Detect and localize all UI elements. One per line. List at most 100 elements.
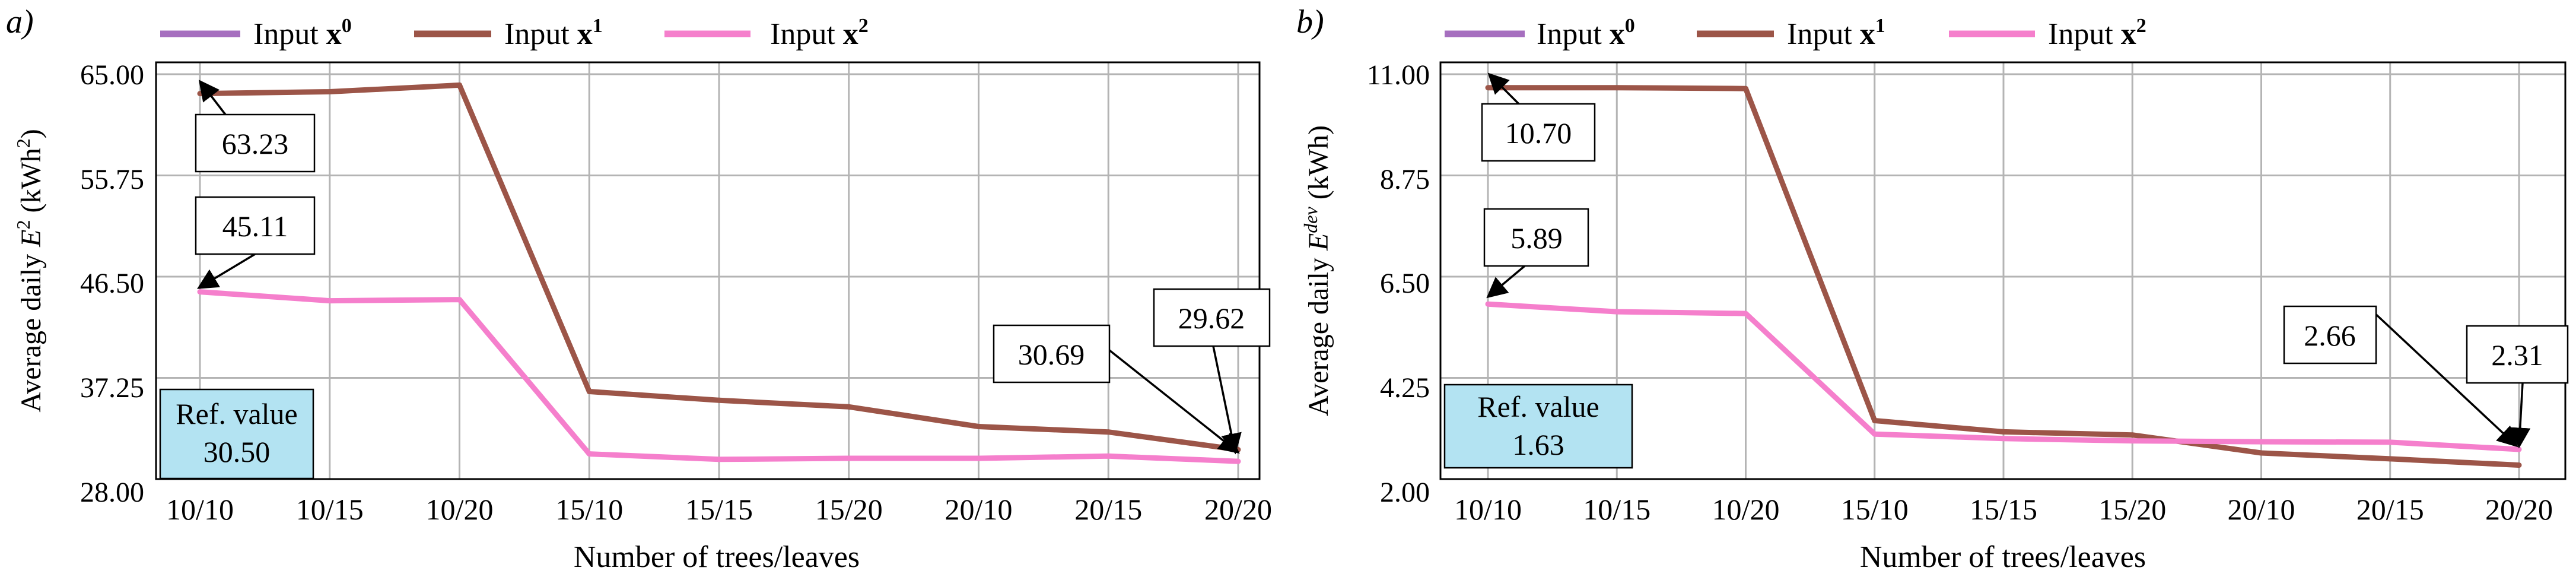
panel-a-xtick-7: 20/15 (1074, 493, 1142, 526)
panel-b-ref-box (1443, 384, 1633, 469)
panel-b-xtick-0: 10/10 (1454, 493, 1522, 526)
panel-a-annot-text-0: 63.23 (222, 127, 289, 160)
panel-a-xtick-8: 20/20 (1204, 493, 1272, 526)
panel-b-annot-text-1: 5.89 (1510, 221, 1563, 255)
panel-b-xtick-2: 10/20 (1712, 493, 1780, 526)
panel-a-point-1-1 (327, 298, 333, 304)
panel-b-point-1-6 (2259, 439, 2264, 445)
panel-b: b) Input x0 Input x1 Input x2 11.00 8.75… (1296, 4, 2569, 574)
panel-b-label: b) (1296, 4, 1324, 40)
panel-b-xtick-8: 20/20 (2485, 493, 2553, 526)
panel-b-point-1-1 (1614, 309, 1620, 315)
panel-b-ytick-3: 4.25 (1380, 372, 1430, 404)
panel-a-point-0-7 (1105, 429, 1111, 435)
panel-a-annot-text-2: 30.69 (1018, 338, 1085, 371)
panel-a-plot-frame (155, 61, 1261, 480)
panel-a-point-1-3 (586, 451, 592, 457)
panel-b-point-1-0 (1485, 301, 1491, 307)
panel-a-grid (156, 62, 1260, 480)
panel-a-x-axis-label: Number of trees/leaves (574, 540, 860, 574)
panel-b-point-0-1 (1614, 85, 1620, 91)
panel-a-annot-arrow-0 (198, 80, 227, 116)
panel-a-ref-label: Ref. value (176, 397, 297, 430)
panel-a-point-0-1 (327, 88, 333, 94)
panel-a-x-ticks: 10/10 10/15 10/20 15/10 15/15 15/20 20/10 20/15… (166, 493, 1272, 526)
panel-b-point-1-3 (1872, 431, 1878, 437)
panel-b-series (1485, 85, 2522, 468)
panel-b-x-axis-label: Number of trees/leaves (1860, 540, 2146, 574)
panel-b-point-1-8 (2516, 446, 2522, 452)
panel-b-annot-arrow-2 (2372, 310, 2518, 448)
panel-b-ref-label: Ref. value (1477, 390, 1599, 423)
panel-a-series (197, 82, 1241, 464)
panel-a-point-1-7 (1105, 453, 1111, 459)
panel-b-point-1-2 (1743, 310, 1748, 316)
panel-b-x-ticks: 10/10 10/15 10/20 15/10 15/15 15/20 20/10 20/15… (1454, 493, 2553, 526)
panel-b-xtick-7: 20/15 (2356, 493, 2424, 526)
panel-a-annot-box-3 (1153, 288, 1271, 347)
panel-a-point-0-5 (846, 404, 852, 410)
panel-b-point-1-4 (2001, 436, 2006, 442)
panel-a-point-0-6 (976, 424, 981, 430)
panel-a-ref-value: 30.50 (203, 435, 271, 468)
panel-b-annot-box-1 (1483, 208, 1589, 267)
panel-b-annotations: 10.70 5.89 2.66 2.31 (1481, 72, 2569, 449)
panel-a-ytick-0: 65.00 (80, 59, 144, 91)
panel-b-annot-text-0: 10.70 (1505, 116, 1572, 150)
panel-b-point-0-4 (2001, 429, 2006, 435)
legend-label-x1-b: Input x1 (1787, 15, 1885, 51)
panel-b-y-axis-label: Average daily Edev (kWh) (1300, 125, 1334, 416)
panel-b-annot-text-3: 2.31 (2491, 338, 2543, 372)
panel-a-xtick-0: 10/10 (166, 493, 234, 526)
panel-a-point-1-6 (976, 455, 981, 461)
panel-b-ref-value: 1.63 (1512, 428, 1564, 461)
panel-b-point-0-2 (1743, 85, 1748, 91)
panel-b-annot-arrow-1 (1486, 265, 1526, 299)
panel-a-xtick-1: 10/15 (296, 493, 364, 526)
panel-b-xtick-1: 10/15 (1583, 493, 1650, 526)
panel-a-ref-box (159, 388, 314, 480)
panel-a-xtick-6: 20/10 (945, 493, 1013, 526)
panel-b-point-0-8 (2516, 462, 2522, 468)
panel-a-annotations: 63.23 45.11 30.69 29.62 (195, 80, 1271, 455)
legend-label-x1: Input x1 (504, 15, 603, 51)
panel-a-annot-text-1: 45.11 (222, 210, 288, 243)
panel-a-ytick-2: 46.50 (80, 268, 144, 299)
panel-a-ytick-1: 55.75 (80, 164, 144, 195)
panel-a-point-1-8 (1235, 458, 1241, 464)
panel-b-annot-box-0 (1481, 103, 1596, 162)
panel-a-annot-arrow-1 (196, 253, 256, 289)
panel-b-point-0-0 (1485, 85, 1491, 91)
legend-label-x0-b: Input x0 (1537, 15, 1635, 51)
panel-b-xtick-6: 20/10 (2228, 493, 2295, 526)
panel-a-xtick-5: 15/20 (815, 493, 883, 526)
panel-b-ytick-0: 11.00 (1367, 59, 1430, 91)
panel-b-annot-text-2: 2.66 (2304, 319, 2356, 352)
panel-b-ytick-2: 6.50 (1380, 268, 1430, 299)
panel-b-point-0-3 (1872, 417, 1878, 423)
panel-a-xtick-3: 15/10 (555, 493, 623, 526)
panel-a-annot-arrow-2 (1108, 349, 1240, 454)
panel-a-point-0-3 (586, 389, 592, 395)
panel-a-point-0-2 (457, 82, 462, 88)
panel-b-point-1-5 (2129, 438, 2135, 444)
panel-a-xtick-2: 10/20 (426, 493, 494, 526)
panel-a-point-1-2 (457, 297, 462, 303)
panel-a-annot-text-3: 29.62 (1178, 302, 1245, 335)
legend-label-x2-b: Input x2 (2048, 15, 2146, 51)
panel-a-y-axis-label: Average daily E2 (kWh2) (12, 129, 47, 413)
panel-b-reference-box: Ref. value 1.63 (1443, 384, 1633, 469)
panel-b-annot-arrow-0 (1487, 72, 1520, 105)
panel-a-legend: Input x0 Input x1 Input x2 (160, 15, 869, 51)
legend-label-x2: Input x2 (770, 15, 869, 51)
panel-b-ytick-4: 2.00 (1380, 477, 1430, 508)
panel-a-ytick-4: 28.00 (80, 477, 144, 508)
panel-b-xtick-3: 15/10 (1841, 493, 1909, 526)
legend-label-x0: Input x0 (253, 15, 352, 51)
panel-b-annot-box-2 (2283, 305, 2377, 365)
panel-b-point-1-7 (2387, 439, 2393, 445)
panel-a-annot-box-1 (195, 196, 316, 255)
panel-a-annot-box-2 (993, 324, 1111, 384)
panel-a-ytick-3: 37.25 (80, 372, 144, 404)
